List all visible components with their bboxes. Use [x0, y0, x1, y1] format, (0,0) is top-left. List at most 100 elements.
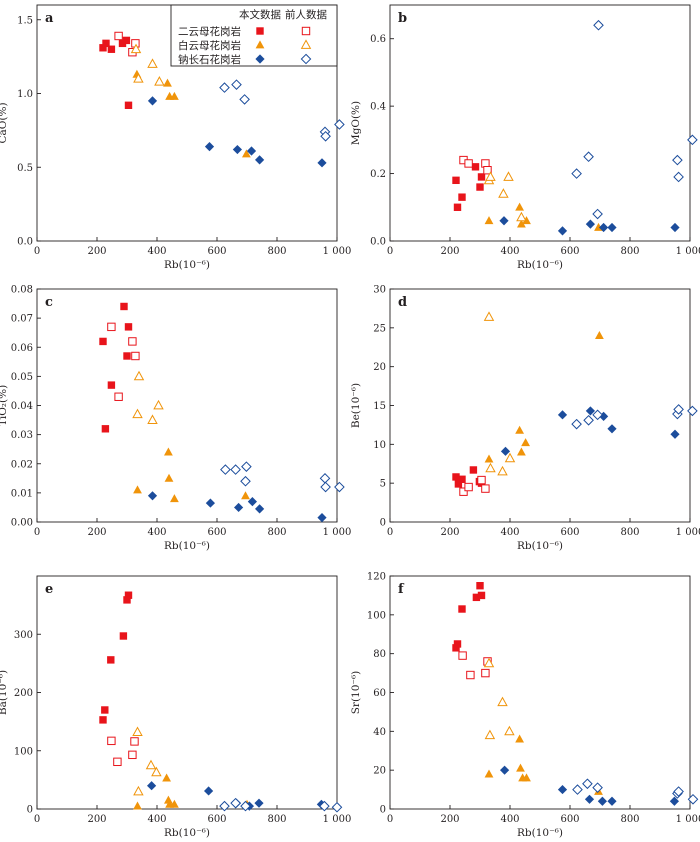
x-tick-label: 800 — [267, 527, 286, 538]
data-point — [164, 473, 174, 482]
y-tick-label: 1.0 — [17, 89, 33, 100]
data-point — [241, 461, 252, 472]
data-point — [255, 504, 265, 514]
x-tick-label: 400 — [500, 814, 519, 825]
data-point — [499, 216, 509, 226]
data-point — [220, 464, 231, 475]
data-series — [499, 216, 680, 236]
data-point — [500, 446, 511, 456]
data-point — [503, 171, 514, 181]
data-point — [164, 447, 173, 456]
y-tick-label: 20 — [373, 362, 386, 373]
data-point — [123, 352, 131, 360]
y-tick-label: 0.03 — [11, 430, 33, 441]
data-point — [317, 513, 327, 523]
data-point — [583, 151, 594, 163]
data-point — [319, 800, 330, 812]
data-point — [145, 759, 157, 770]
data-point — [571, 168, 582, 179]
data-point — [453, 203, 462, 211]
data-point — [515, 734, 524, 743]
x-axis-title: Rb(10⁻⁶) — [517, 540, 563, 552]
data-point — [242, 149, 251, 158]
data-series — [484, 331, 604, 463]
data-point — [239, 94, 250, 105]
data-point — [205, 498, 215, 508]
x-tick-label: 1 000 — [323, 527, 352, 538]
data-point — [521, 438, 530, 447]
data-point — [571, 418, 582, 430]
data-point — [464, 482, 473, 492]
plot-frame — [389, 288, 691, 523]
x-tick-label: 200 — [87, 814, 106, 825]
data-point — [130, 737, 139, 746]
data-point — [516, 211, 527, 222]
data-series — [132, 370, 164, 424]
data-point — [170, 799, 179, 808]
data-point — [592, 208, 603, 220]
y-axis-title: CaO(%) — [0, 102, 9, 143]
data-point — [481, 668, 490, 678]
data-point — [517, 219, 526, 228]
data-point — [607, 796, 617, 806]
data-point — [255, 155, 265, 165]
panel-label: e — [45, 582, 53, 597]
x-tick-label: 0 — [34, 527, 40, 538]
data-point — [670, 222, 680, 233]
data-point — [170, 91, 179, 100]
data-point — [170, 494, 179, 503]
panel-label: a — [45, 11, 54, 26]
data-point — [240, 800, 251, 812]
y-tick-label: 60 — [373, 688, 386, 699]
y-axis-title: Be(10⁻⁶) — [350, 383, 362, 428]
x-tick-label: 400 — [147, 246, 166, 257]
data-point — [515, 425, 524, 434]
data-point — [133, 785, 144, 796]
data-point — [477, 475, 486, 485]
y-tick-label: 0.01 — [11, 488, 33, 499]
data-point — [147, 491, 158, 501]
y-tick-label: 1.5 — [17, 15, 33, 26]
data-point — [114, 31, 123, 41]
data-series — [571, 19, 698, 220]
data-point — [101, 425, 110, 433]
data-point — [130, 43, 142, 54]
data-series — [147, 96, 327, 168]
x-axis-title: Rb(10⁻⁶) — [164, 259, 210, 271]
data-point — [458, 475, 466, 483]
data-point — [204, 786, 214, 796]
plot-frame — [36, 288, 338, 523]
panel-a: 0 200 400 600 800 1 000 0.0 0.5 1.0 1.5 Rb(10⁻⁶) Ca… — [0, 4, 351, 271]
data-point — [673, 786, 684, 797]
y-tick-label: 100 — [14, 746, 33, 757]
data-point — [557, 410, 568, 420]
data-point — [107, 45, 116, 53]
y-tick-label: 0.08 — [11, 285, 33, 296]
panel-b: 0 200 400 600 800 1 000 0.0 0.2 0.4 0.6 Rb(10⁻⁶) Mg… — [350, 4, 700, 271]
y-tick-label: 10 — [373, 440, 386, 451]
y-tick-label: 25 — [373, 323, 386, 334]
data-point — [454, 480, 463, 488]
data-point — [459, 487, 468, 496]
x-tick-label: 1 000 — [676, 246, 700, 257]
x-tick-label: 800 — [620, 527, 639, 538]
data-series — [99, 36, 133, 109]
data-series — [107, 736, 139, 767]
data-point — [151, 766, 162, 777]
plot-frame — [389, 575, 691, 810]
data-point — [320, 130, 331, 142]
legend-marker-open — [300, 39, 312, 49]
data-point — [234, 502, 244, 513]
data-series — [107, 322, 140, 401]
x-tick-label: 0 — [387, 814, 393, 825]
data-point — [147, 781, 157, 791]
y-tick-label: 120 — [367, 572, 386, 583]
data-point — [458, 605, 466, 613]
x-tick-label: 600 — [207, 246, 226, 257]
data-point — [595, 331, 604, 339]
data-point — [320, 481, 331, 493]
data-series — [483, 657, 515, 740]
data-point — [99, 44, 107, 52]
data-point — [124, 101, 133, 109]
legend-marker-filled — [255, 40, 265, 49]
